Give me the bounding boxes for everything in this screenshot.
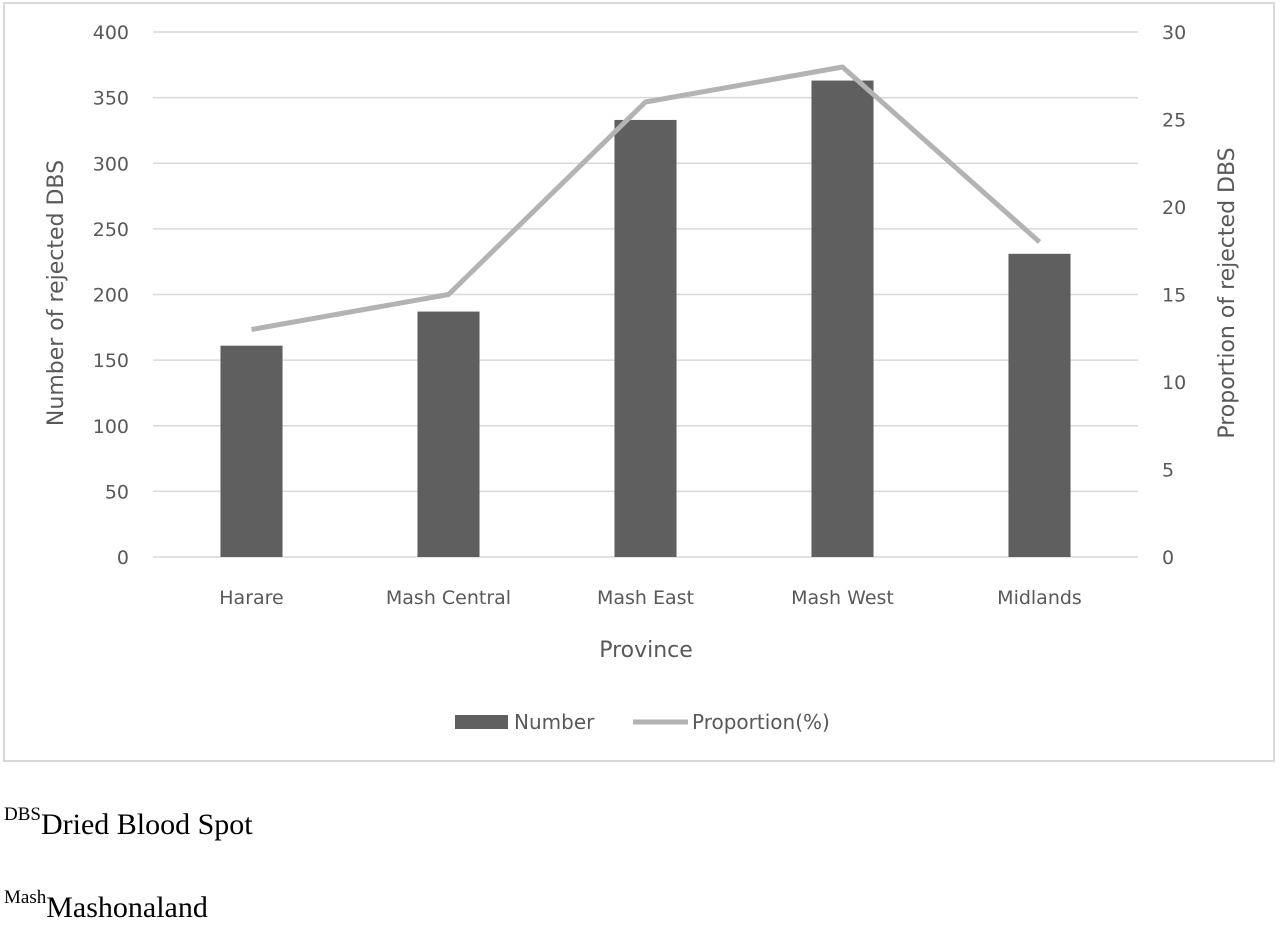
x-tick-label: Harare: [219, 587, 283, 609]
y-tick-label: 250: [93, 219, 129, 241]
y-tick-label: 300: [93, 153, 129, 175]
y2-axis-title: Proportion of rejected DBS: [1215, 147, 1240, 438]
bar: [417, 311, 480, 557]
y2-tick-label: 5: [1162, 460, 1174, 482]
y-tick-label: 400: [93, 22, 129, 44]
legend-label-proportion: Proportion(%): [692, 710, 830, 734]
bar: [1008, 253, 1071, 557]
y-tick-label: 200: [93, 285, 129, 307]
footnote-dbs-sup: DBS: [4, 804, 41, 825]
y2-tick-label: 25: [1162, 110, 1186, 132]
footnote-mash: MashMashonaland: [4, 887, 208, 925]
y2-tick-label: 30: [1162, 22, 1186, 44]
y2-tick-label: 10: [1162, 372, 1186, 394]
x-axis-ticks: Harare Mash Central Mash East Mash West Midl…: [219, 587, 1082, 609]
y-tick-label: 350: [93, 88, 129, 110]
footnote-dbs-text: Dried Blood Spot: [40, 808, 253, 841]
x-tick-label: Mash Central: [386, 587, 511, 609]
line-series: [251, 64, 1042, 332]
y2-tick-label: 20: [1162, 197, 1186, 219]
bar-series: [220, 80, 1071, 557]
legend-swatch-number: [455, 715, 508, 729]
y-tick-label: 50: [105, 481, 129, 503]
y2-tick-label: 15: [1162, 285, 1186, 307]
x-tick-label: Mash West: [791, 587, 894, 609]
combo-chart: 0 50 100 150 200 250 300 350 400 0 5 10 15 20 25 30 Ha…: [44, 22, 1240, 734]
legend: Number Proportion(%): [455, 710, 830, 734]
x-axis-title: Province: [599, 638, 693, 663]
y-tick-label: 0: [117, 547, 129, 569]
y-tick-label: 150: [93, 350, 129, 372]
bar: [220, 345, 283, 557]
y-axis-title: Number of rejected DBS: [44, 160, 69, 426]
y2-axis-ticks: 0 5 10 15 20 25 30: [1162, 22, 1186, 569]
legend-label-number: Number: [514, 710, 595, 734]
footnote-mash-text: Mashonaland: [46, 891, 208, 924]
bar: [811, 80, 874, 557]
bar: [614, 119, 677, 557]
footnote-dbs: DBSDried Blood Spot: [4, 804, 253, 842]
y-axis-ticks: 0 50 100 150 200 250 300 350 400: [93, 22, 129, 569]
x-tick-label: Midlands: [997, 587, 1082, 609]
x-tick-label: Mash East: [597, 587, 694, 609]
y-tick-label: 100: [93, 416, 129, 438]
y2-tick-label: 0: [1162, 547, 1174, 569]
footnote-mash-sup: Mash: [4, 887, 47, 908]
